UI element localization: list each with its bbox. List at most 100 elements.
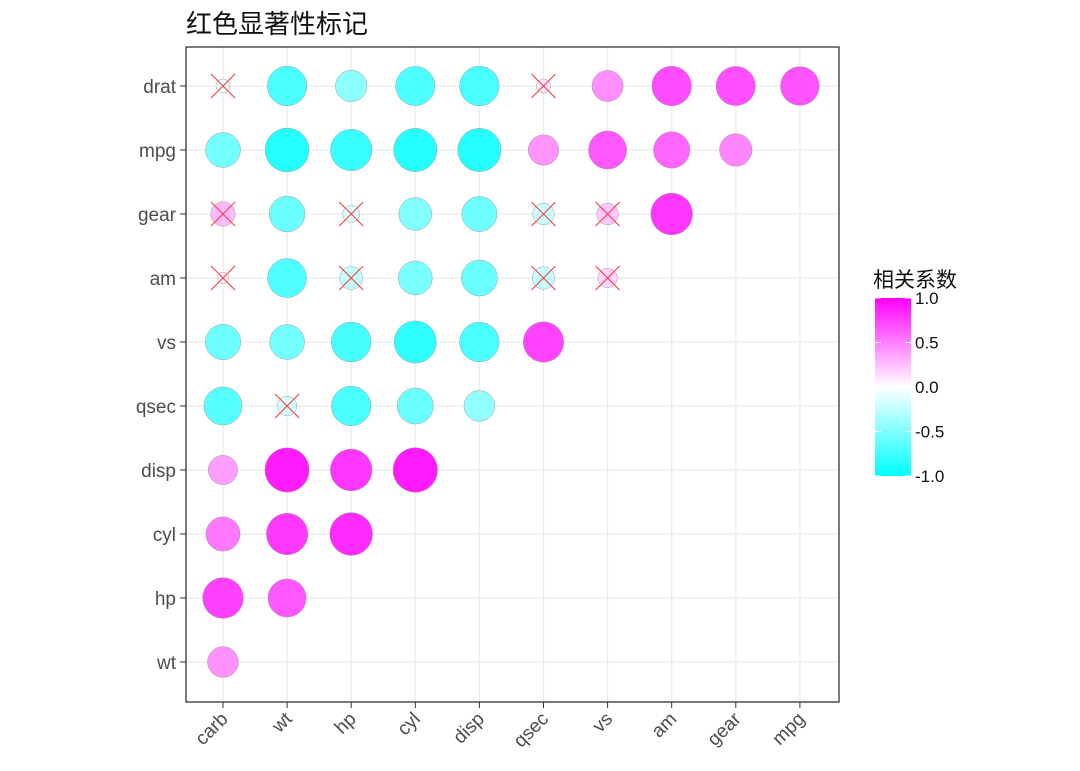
cell-gear-carb bbox=[210, 201, 236, 227]
cell-drat-qsec bbox=[531, 73, 556, 99]
correlation-circle bbox=[264, 127, 310, 173]
y-axis: drat mpg gear am vs qsec disp cyl hp wt bbox=[136, 77, 186, 674]
cell-am-vs bbox=[595, 265, 620, 291]
cell-am-carb bbox=[210, 265, 236, 291]
cell-qsec-carb bbox=[203, 386, 243, 426]
cell-drat-carb bbox=[210, 73, 236, 99]
correlation-circle bbox=[392, 447, 438, 493]
cell-qsec-cyl bbox=[396, 387, 434, 425]
y-tick-label: gear bbox=[138, 205, 177, 226]
correlation-circle bbox=[719, 133, 753, 167]
correlation-circle bbox=[267, 65, 308, 107]
cell-gear-am bbox=[650, 192, 693, 236]
cell-am-hp bbox=[338, 265, 364, 291]
correlation-circle bbox=[588, 130, 627, 170]
circle-marks bbox=[202, 65, 820, 678]
correlation-circle bbox=[205, 132, 241, 168]
insignificant-cross-mark bbox=[531, 265, 556, 291]
cell-drat-gear bbox=[715, 66, 756, 106]
y-tick-label: disp bbox=[141, 461, 176, 482]
cell-disp-hp bbox=[330, 448, 373, 492]
cell-vs-wt bbox=[269, 324, 305, 360]
correlation-circle bbox=[266, 512, 309, 556]
correlation-circle bbox=[330, 448, 373, 492]
x-tick-label: mpg bbox=[768, 709, 809, 750]
cell-mpg-gear bbox=[719, 133, 753, 167]
insignificant-cross-mark bbox=[338, 265, 364, 291]
x-tick-label: wt bbox=[268, 708, 298, 738]
x-tick-label: carb bbox=[192, 709, 233, 750]
x-tick-label: vs bbox=[589, 709, 617, 737]
correlation-circle bbox=[461, 196, 498, 232]
cell-cyl-hp bbox=[329, 512, 373, 556]
correlation-circle bbox=[396, 387, 434, 425]
cell-qsec-hp bbox=[331, 385, 372, 427]
cell-hp-carb bbox=[202, 577, 244, 619]
correlation-circle bbox=[398, 197, 432, 231]
correlation-circle bbox=[203, 386, 243, 426]
x-tick-label: am bbox=[648, 709, 682, 743]
correlation-circle bbox=[398, 260, 433, 296]
correlation-circle bbox=[207, 646, 239, 678]
y-tick-label: mpg bbox=[139, 141, 176, 162]
correlation-circle bbox=[461, 259, 498, 297]
correlation-circle bbox=[650, 192, 693, 236]
correlation-circle bbox=[463, 390, 496, 422]
correlation-circle bbox=[393, 320, 437, 364]
cell-disp-wt bbox=[264, 447, 310, 493]
correlation-circle bbox=[528, 134, 559, 166]
cell-vs-hp bbox=[331, 321, 372, 363]
x-tick-label: qsec bbox=[510, 709, 553, 752]
cell-mpg-am bbox=[653, 131, 691, 169]
cell-am-qsec bbox=[531, 265, 556, 291]
y-tick-label: am bbox=[150, 269, 176, 290]
cell-drat-mpg bbox=[780, 66, 820, 106]
cell-hp-wt bbox=[267, 578, 307, 618]
correlation-circle bbox=[264, 447, 310, 493]
correlation-circle bbox=[393, 128, 438, 172]
correlation-circle bbox=[205, 324, 241, 360]
legend-title: 相关系数 bbox=[873, 268, 957, 292]
cell-vs-cyl bbox=[393, 320, 437, 364]
cell-vs-disp bbox=[459, 321, 500, 363]
cell-gear-hp bbox=[338, 201, 364, 227]
x-tick-label: gear bbox=[704, 708, 746, 750]
x-axis: carb wt hp cyl disp qsec vs am gear mpg bbox=[192, 702, 809, 752]
correlation-circle bbox=[335, 69, 368, 103]
insignificant-cross-mark bbox=[531, 73, 556, 99]
legend-tick-label: -0.5 bbox=[915, 423, 944, 442]
cell-vs-carb bbox=[205, 324, 241, 360]
correlation-circle bbox=[331, 385, 372, 427]
insignificant-cross-mark bbox=[210, 201, 236, 227]
insignificant-cross-mark bbox=[210, 265, 236, 291]
chart-title: 红色显著性标记 bbox=[186, 10, 369, 40]
cell-drat-cyl bbox=[395, 66, 436, 106]
cell-mpg-qsec bbox=[528, 134, 559, 166]
x-tick-label: hp bbox=[331, 709, 361, 739]
correlation-circle bbox=[268, 195, 306, 233]
cell-qsec-disp bbox=[463, 390, 496, 422]
correlation-circle bbox=[205, 516, 241, 552]
correlation-circle bbox=[459, 65, 500, 107]
cell-wt-carb bbox=[207, 646, 239, 678]
correlation-circle bbox=[202, 577, 244, 619]
color-legend: 1.0 0.5 0.0 -0.5 -1.0 bbox=[875, 289, 944, 486]
legend-tick-label: 0.5 bbox=[915, 334, 939, 353]
correlation-circle bbox=[331, 321, 372, 363]
y-tick-label: cyl bbox=[153, 525, 176, 546]
cell-vs-qsec bbox=[523, 321, 564, 363]
y-tick-label: vs bbox=[157, 333, 176, 354]
cell-gear-wt bbox=[268, 195, 306, 233]
legend-tick-label: 1.0 bbox=[915, 289, 939, 308]
correlation-circle bbox=[395, 66, 436, 106]
x-tick-label: disp bbox=[449, 709, 488, 748]
cell-qsec-wt bbox=[274, 393, 300, 419]
cell-mpg-carb bbox=[205, 132, 241, 168]
correlation-circle bbox=[208, 455, 238, 485]
cell-gear-qsec bbox=[531, 201, 556, 227]
correlation-circle bbox=[651, 65, 692, 107]
cell-am-disp bbox=[461, 259, 498, 297]
insignificant-cross-mark bbox=[338, 201, 364, 227]
